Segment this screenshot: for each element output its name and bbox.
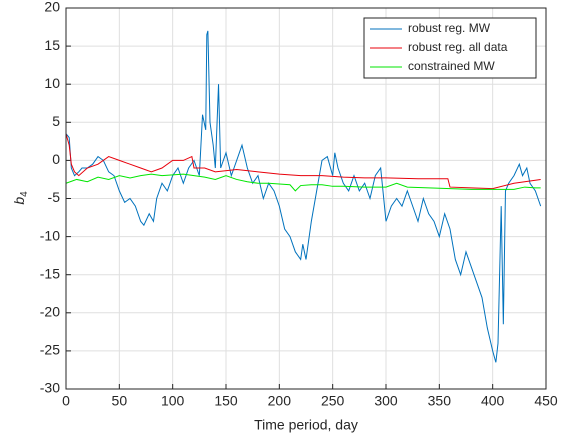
y-tick-label: -5 xyxy=(48,189,61,205)
data-line xyxy=(65,30,542,363)
axes-box xyxy=(65,7,547,390)
y-tick-label: 20 xyxy=(44,0,60,15)
y-tick-label: 0 xyxy=(52,151,60,167)
y-label-sub: 4 xyxy=(19,191,30,197)
data-line xyxy=(65,133,541,190)
y-tick-label: 5 xyxy=(52,113,60,129)
y-axis-label: b4 xyxy=(11,191,30,205)
x-tick-label: 350 xyxy=(428,393,452,409)
y-tick-label: -20 xyxy=(40,304,60,320)
y-tick-label: -10 xyxy=(40,227,60,243)
x-tick-label: 200 xyxy=(268,393,292,409)
y-tick-label: -30 xyxy=(40,380,60,396)
x-tick-label: 300 xyxy=(374,393,398,409)
y-tick-label: -25 xyxy=(40,342,60,358)
x-tick-label: 400 xyxy=(481,393,505,409)
legend-label: constrained MW xyxy=(408,59,495,73)
y-tick-label: 15 xyxy=(44,37,60,53)
x-axis-label: Time period, day xyxy=(254,417,358,433)
x-tick-label: 0 xyxy=(62,393,70,409)
data-line xyxy=(65,173,541,192)
y-label-base: b xyxy=(11,197,27,205)
x-tick-label: 450 xyxy=(534,393,558,409)
legend-label: robust reg. MW xyxy=(408,21,491,35)
x-tick-label: 150 xyxy=(214,393,238,409)
x-tick-label: 250 xyxy=(321,393,345,409)
y-tick-label: -15 xyxy=(40,265,60,281)
y-tick-label: 10 xyxy=(44,75,60,91)
legend-label: robust reg. all data xyxy=(408,40,508,54)
legend: robust reg. MW robust reg. all data constr… xyxy=(363,17,537,79)
x-tick-label: 50 xyxy=(112,393,128,409)
x-tick-label: 100 xyxy=(161,393,185,409)
